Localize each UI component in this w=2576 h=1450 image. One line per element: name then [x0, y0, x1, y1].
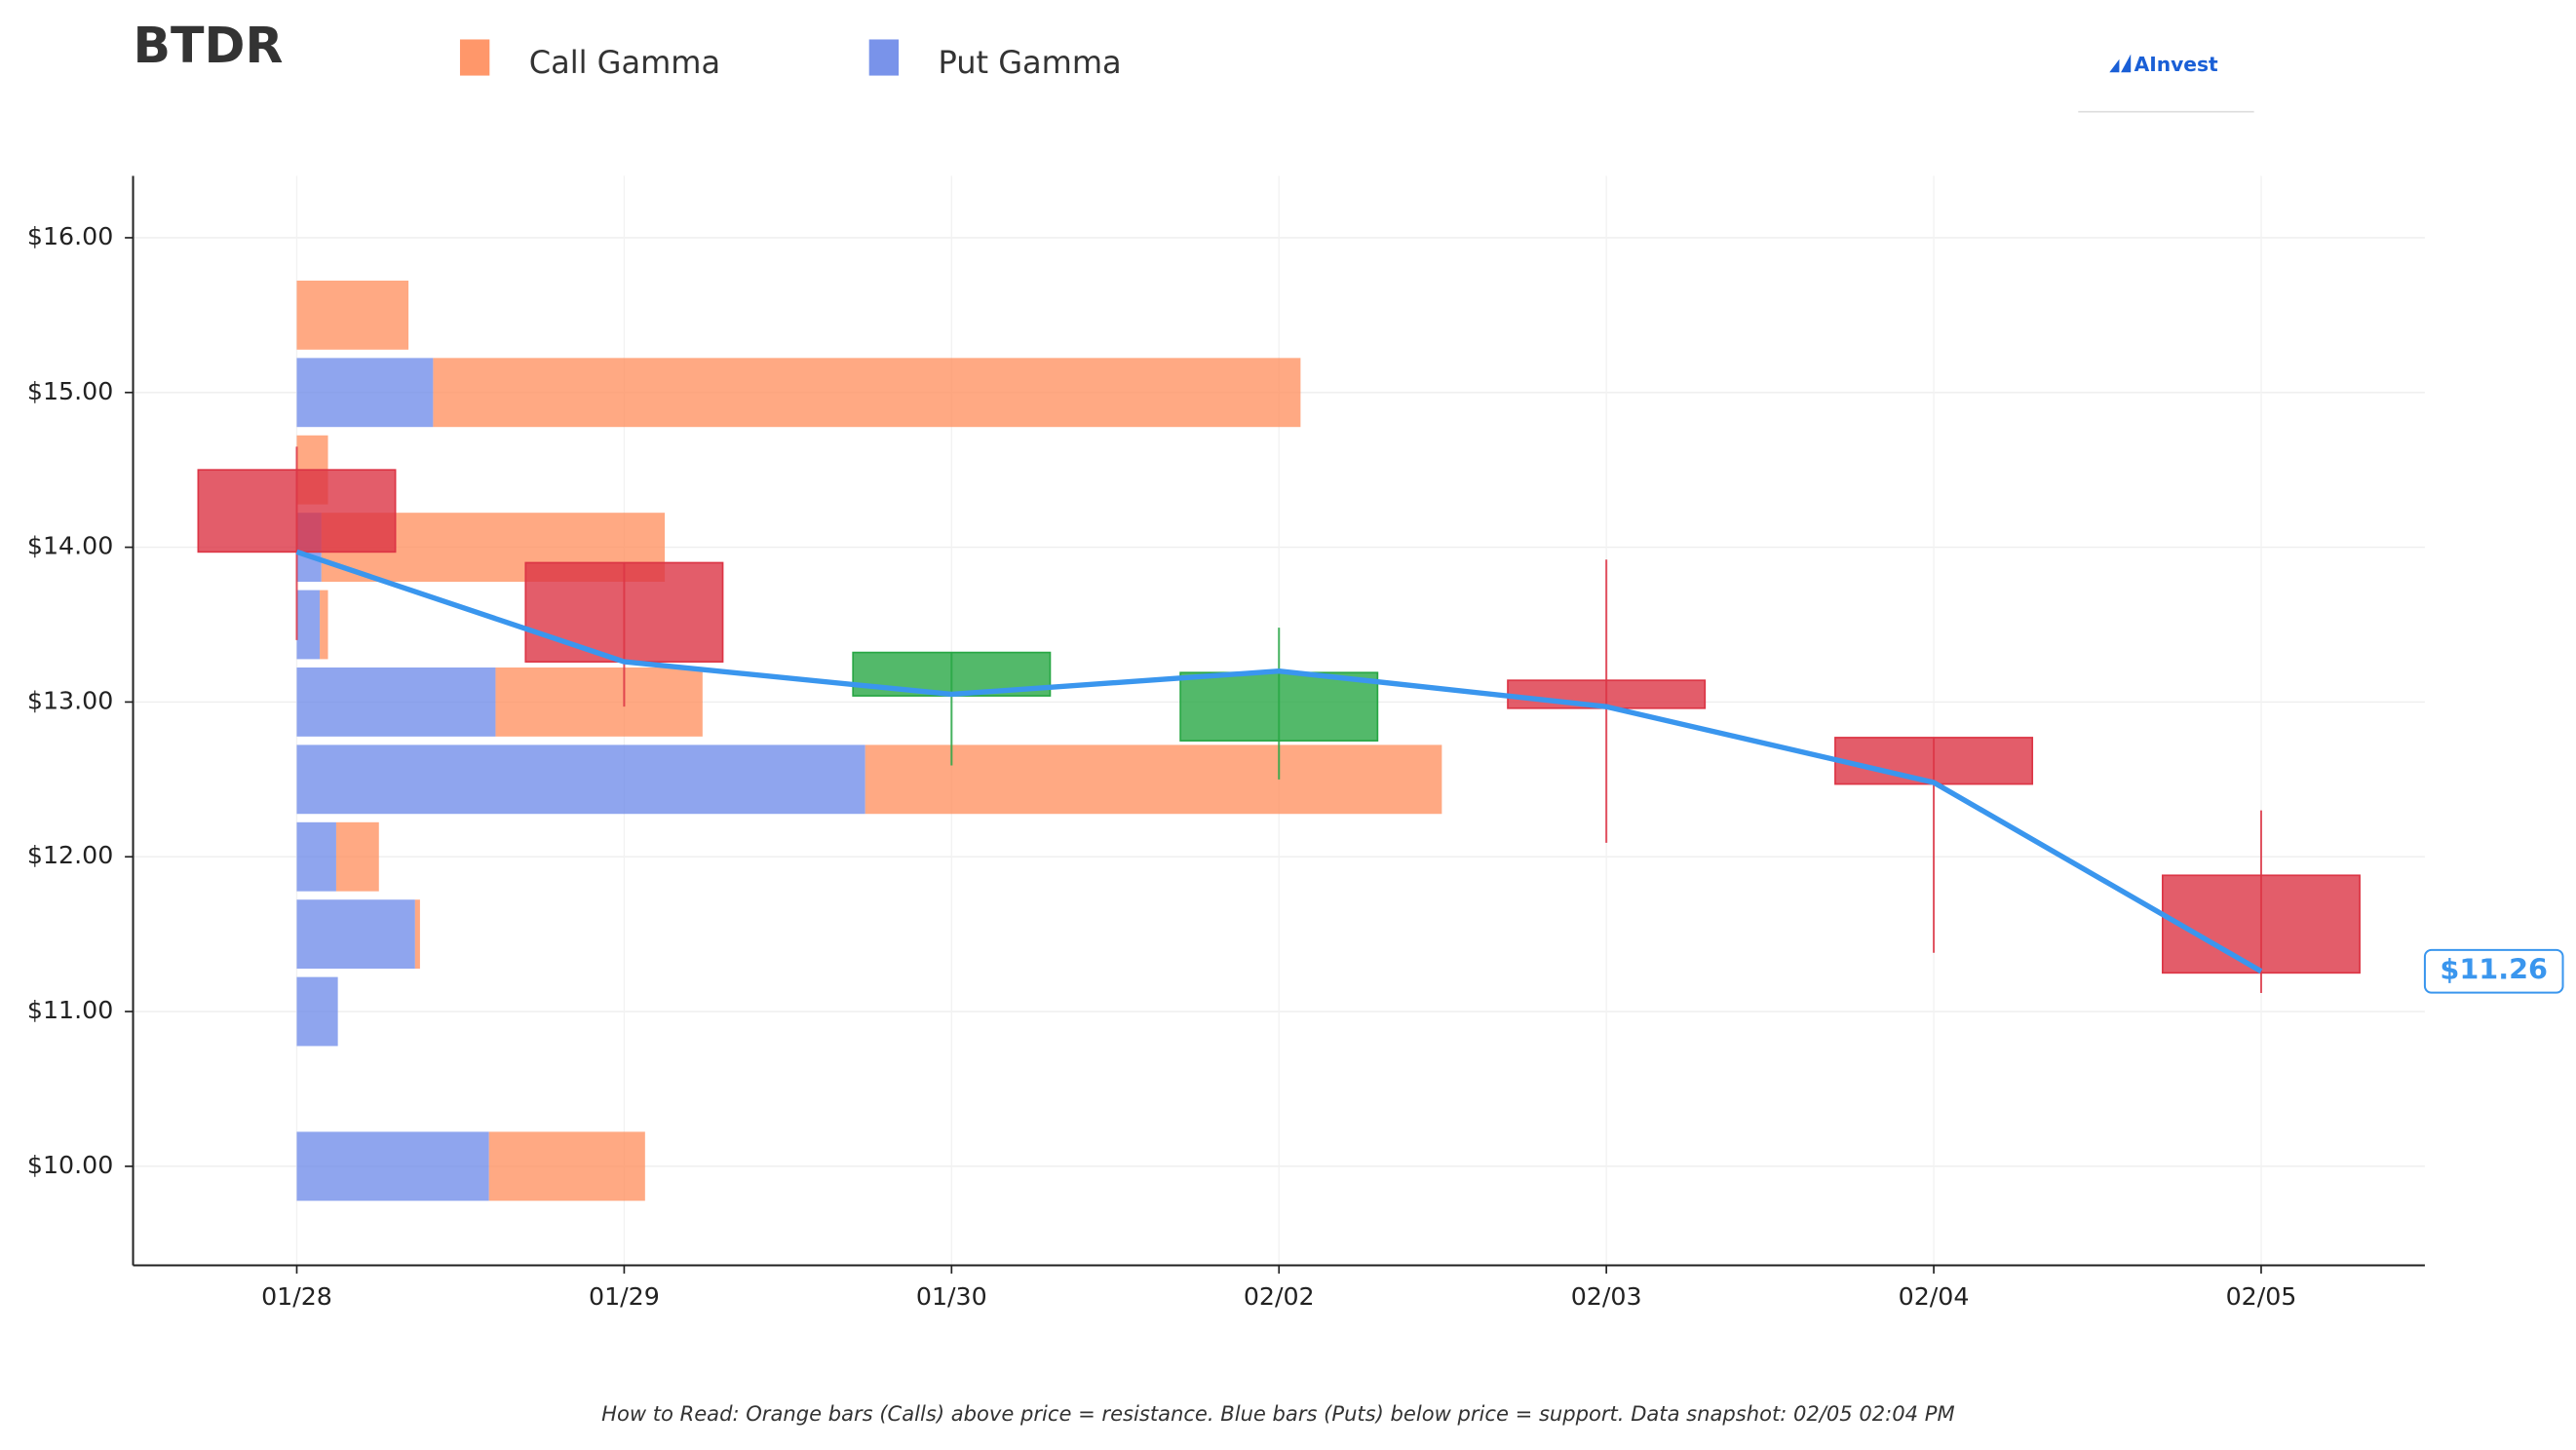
logo-text: AInvest: [2134, 53, 2218, 76]
call-gamma-bar: [433, 358, 1301, 428]
price-label-box: [2423, 948, 2564, 994]
call-gamma-bar: [495, 667, 703, 737]
legend-swatch: [868, 39, 900, 76]
put-gamma-bar: [296, 744, 865, 815]
put-gamma-bar: [296, 976, 338, 1047]
x-tick-label: 01/28: [261, 1282, 332, 1311]
y-tick-label: $16.00: [27, 222, 113, 250]
legend-swatch: [459, 39, 490, 76]
footnote: How to Read: Orange bars (Calls) above p…: [601, 1401, 1955, 1426]
candle-body: [524, 561, 724, 663]
x-tick-label: 02/05: [2226, 1282, 2297, 1311]
price-label: $11.26: [2440, 953, 2548, 986]
candle-body: [1179, 671, 1379, 742]
call-gamma-bar: [335, 821, 379, 892]
y-tick-label: $14.00: [27, 532, 113, 560]
put-gamma-bar: [296, 667, 496, 737]
put-gamma-bar: [296, 1131, 489, 1202]
put-gamma-bar: [296, 358, 434, 428]
call-gamma-bar: [296, 280, 409, 350]
x-tick-label: 02/03: [1571, 1282, 1642, 1311]
legend-label: Put Gamma: [938, 44, 1121, 81]
chart-title: BTDR: [134, 17, 284, 74]
put-gamma-bar: [296, 590, 321, 660]
x-tick-label: 01/29: [589, 1282, 660, 1311]
candle-body: [1507, 679, 1707, 709]
call-gamma-bar: [320, 590, 328, 660]
price-line: [295, 549, 2263, 974]
candle-body: [197, 469, 397, 553]
legend-label: Call Gamma: [529, 44, 720, 81]
x-tick-label: 02/02: [1244, 1282, 1315, 1311]
candle-body: [1834, 737, 2034, 785]
y-tick-label: $10.00: [27, 1151, 113, 1179]
y-tick-label: $12.00: [27, 841, 113, 869]
x-tick-label: 02/04: [1899, 1282, 1970, 1311]
call-gamma-bar: [488, 1131, 645, 1202]
y-tick-label: $15.00: [27, 377, 113, 405]
call-gamma-bar: [865, 744, 1442, 815]
put-gamma-bar: [296, 899, 415, 970]
logo: AInvest: [2078, 53, 2254, 113]
call-gamma-bar: [414, 899, 420, 970]
x-tick-label: 01/30: [916, 1282, 987, 1311]
logo-icon: [2109, 54, 2132, 73]
y-tick-label: $11.00: [27, 996, 113, 1024]
put-gamma-bar: [296, 821, 336, 892]
candle-body: [2161, 874, 2361, 974]
y-tick-label: $13.00: [27, 686, 113, 714]
